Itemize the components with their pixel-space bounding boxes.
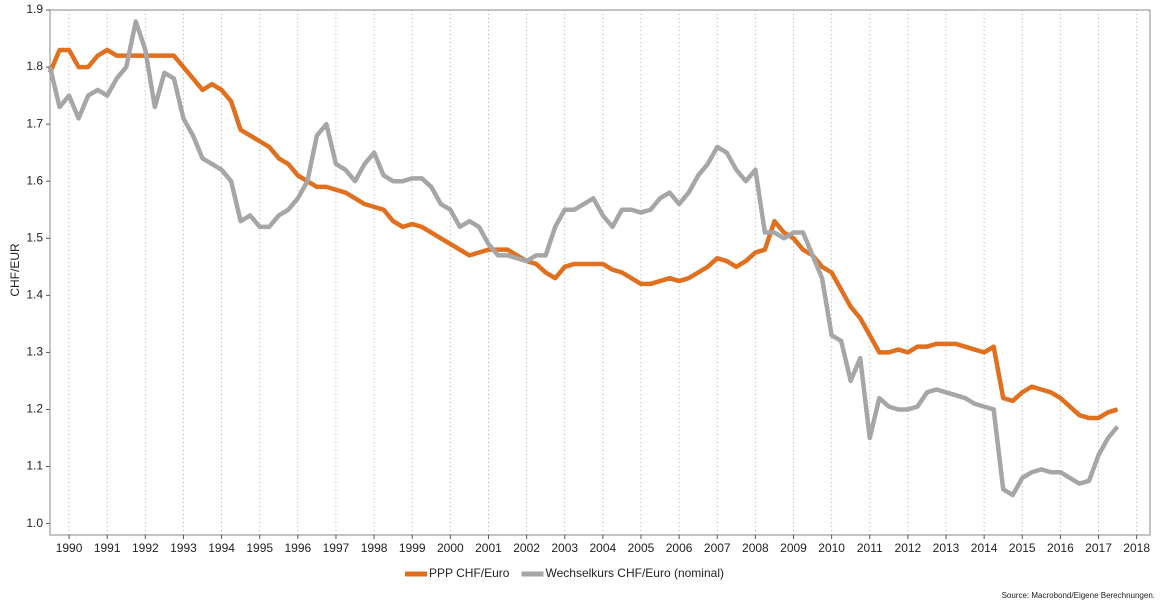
x-tick-label: 2006 bbox=[666, 541, 693, 555]
plot-frame bbox=[49, 9, 1151, 536]
x-tick-label: 2013 bbox=[933, 541, 960, 555]
x-tick-label: 2016 bbox=[1047, 541, 1074, 555]
legend-label: PPP CHF/Euro bbox=[429, 566, 510, 580]
x-tick-label: 1991 bbox=[94, 541, 121, 555]
y-tick-label: 1.6 bbox=[26, 173, 43, 187]
x-tick-label: 1996 bbox=[284, 541, 311, 555]
x-tick-label: 1999 bbox=[399, 541, 426, 555]
x-tick-label: 2009 bbox=[780, 541, 807, 555]
y-tick-label: 1.4 bbox=[26, 287, 43, 301]
source: Source: Macrobond/Eigene Berechnungen. bbox=[1002, 591, 1155, 600]
y-tick-label: 1.3 bbox=[26, 345, 43, 359]
x-tick-label: 1994 bbox=[208, 541, 235, 555]
series-line bbox=[47, 47, 1119, 421]
x-tick-label: 1992 bbox=[132, 541, 159, 555]
legend-label: Wechselkurs CHF/Euro (nominal) bbox=[545, 566, 724, 580]
series-line bbox=[47, 19, 1120, 498]
y-tick-label: 1.0 bbox=[26, 516, 43, 530]
x-tick-label: 2017 bbox=[1085, 541, 1112, 555]
x-tick-label: 2003 bbox=[551, 541, 578, 555]
y-tick-label: 1.7 bbox=[26, 116, 43, 130]
y-tick-label: 1.9 bbox=[26, 2, 43, 16]
x-tick-label: 2012 bbox=[895, 541, 922, 555]
y-tick-label: 1.2 bbox=[26, 402, 43, 416]
x-tick-label: 1998 bbox=[361, 541, 388, 555]
x-tick-label: 2005 bbox=[628, 541, 655, 555]
x-tick-label: 2010 bbox=[818, 541, 845, 555]
y-axis-label: CHF/EUR bbox=[8, 243, 22, 297]
x-tick-label: 1997 bbox=[323, 541, 350, 555]
y-tick-label: 1.1 bbox=[26, 459, 43, 473]
x-tick-label: 2001 bbox=[475, 541, 502, 555]
x-tick-label: 2014 bbox=[971, 541, 998, 555]
x-tick-label: 2018 bbox=[1123, 541, 1150, 555]
x-tick-label: 2011 bbox=[857, 541, 883, 555]
y-tick-label: 1.8 bbox=[26, 59, 43, 73]
x-tick-label: 2000 bbox=[437, 541, 464, 555]
x-tick-label: 2002 bbox=[513, 541, 540, 555]
x-tick-label: 2008 bbox=[742, 541, 769, 555]
x-tick-label: 2007 bbox=[704, 541, 731, 555]
y-tick-label: 1.5 bbox=[26, 230, 43, 244]
x-tick-label: 1990 bbox=[56, 541, 83, 555]
x-tick-label: 1995 bbox=[246, 541, 273, 555]
x-tick-label: 2015 bbox=[1009, 541, 1036, 555]
x-tick-label: 1993 bbox=[170, 541, 197, 555]
x-tick-label: 2004 bbox=[590, 541, 617, 555]
